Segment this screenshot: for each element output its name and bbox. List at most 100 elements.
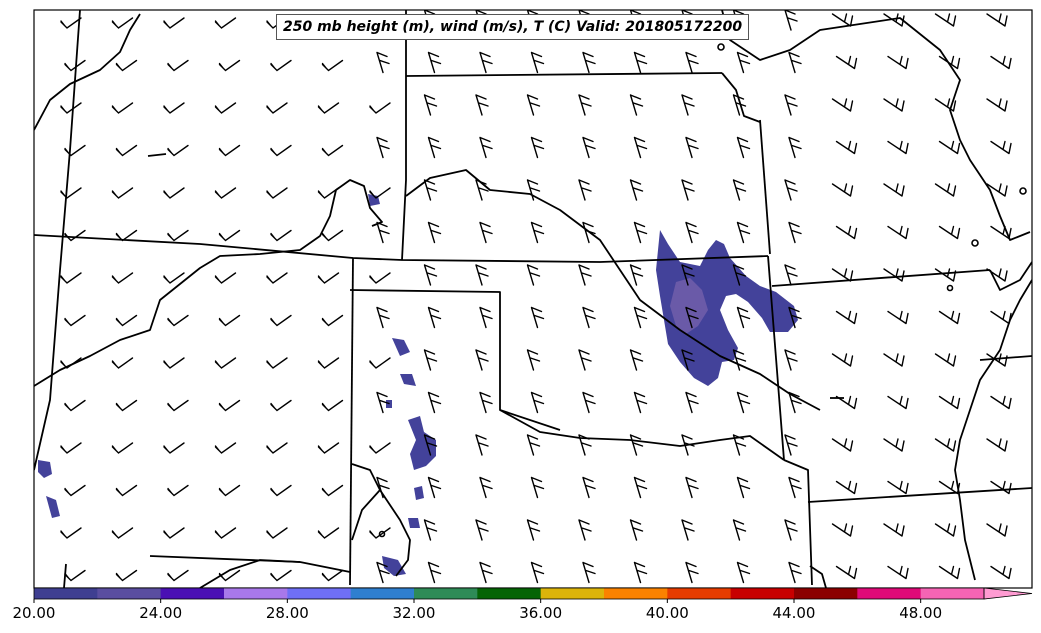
wind-barb xyxy=(736,391,751,414)
wind-barb xyxy=(887,310,909,325)
wind-barb xyxy=(167,59,189,72)
colorbar-segment xyxy=(224,588,288,599)
wind-barb xyxy=(60,102,82,114)
wind-barb xyxy=(629,179,644,201)
wind-barb xyxy=(60,17,82,29)
temp-contour-az-2 xyxy=(46,496,60,518)
wind-barb xyxy=(582,136,596,159)
wind-barb xyxy=(218,484,241,497)
wind-barb xyxy=(784,94,798,116)
wind-barb xyxy=(582,391,596,414)
temp-contour-nm-3 xyxy=(408,416,436,470)
wind-barb xyxy=(423,94,438,116)
wind-barb xyxy=(526,349,541,371)
wind-barb xyxy=(218,569,241,582)
wind-barb xyxy=(578,94,592,116)
wind-barb xyxy=(218,59,241,72)
wind-barb xyxy=(479,51,493,74)
wind-barb xyxy=(167,399,189,412)
wind-barb xyxy=(578,264,592,286)
lake-marker xyxy=(1019,187,1027,195)
wind-barb xyxy=(111,187,134,199)
wind-barb xyxy=(479,221,493,244)
colorbar-tick-label: 48.00 xyxy=(899,604,942,622)
colorbar-segment xyxy=(160,588,225,599)
wind-barb xyxy=(266,272,288,284)
wind-barb xyxy=(784,10,798,31)
wind-barb xyxy=(629,94,644,116)
wind-barb xyxy=(64,569,86,582)
wind-barb xyxy=(218,144,241,157)
wind-barb xyxy=(685,476,699,499)
wind-barb xyxy=(934,438,957,452)
wind-barb xyxy=(732,519,747,541)
wind-barb xyxy=(376,51,390,74)
wind-barb xyxy=(376,561,390,584)
wind-barb xyxy=(321,314,344,327)
wind-barb xyxy=(530,136,545,159)
temp-contour-warm-core xyxy=(670,278,708,334)
lake-marker xyxy=(378,530,386,538)
wind-barb xyxy=(578,519,592,541)
wind-barb xyxy=(317,357,340,369)
wind-barb xyxy=(60,442,82,454)
wind-barb xyxy=(214,102,237,114)
wind-barb xyxy=(475,264,489,286)
temp-contour-az-1 xyxy=(38,460,52,478)
wind-barb xyxy=(423,519,438,541)
wind-barb xyxy=(835,140,858,155)
wind-barb xyxy=(530,391,545,414)
wind-barb xyxy=(986,438,1008,452)
wind-barb xyxy=(685,221,699,244)
wind-barb xyxy=(167,229,189,242)
wind-barb xyxy=(681,434,695,456)
colorbar-segment xyxy=(857,588,922,599)
wind-barb xyxy=(578,179,592,201)
wind-barb xyxy=(938,310,961,325)
wind-barb xyxy=(784,519,798,541)
wind-barb xyxy=(423,264,438,286)
wind-barb xyxy=(64,484,86,497)
wind-barb xyxy=(732,434,747,456)
wind-barb xyxy=(938,565,961,580)
wind-barb xyxy=(369,357,391,369)
wind-barb xyxy=(831,13,854,27)
wind-barb xyxy=(266,187,288,199)
wind-barb xyxy=(732,264,747,286)
wind-barb xyxy=(681,94,695,116)
wind-barb xyxy=(526,264,541,286)
wind-barb xyxy=(369,102,391,114)
wind-barb xyxy=(321,229,344,242)
wind-barb xyxy=(64,399,86,412)
wind-barb xyxy=(732,179,747,201)
wind-barb xyxy=(266,527,288,539)
wind-barb xyxy=(784,434,798,456)
wind-barb xyxy=(990,225,1012,240)
wind-barb xyxy=(167,569,189,582)
wind-barb xyxy=(163,272,185,284)
wind-barb xyxy=(578,434,592,456)
wind-barb xyxy=(167,144,189,157)
wind-barb xyxy=(736,221,751,244)
wind-barb xyxy=(369,527,391,539)
wind-barb xyxy=(163,527,185,539)
wind-barb xyxy=(831,183,854,197)
wind-barb xyxy=(321,144,344,157)
wind-barb xyxy=(633,476,648,499)
wind-barb xyxy=(934,268,957,282)
wind-barb xyxy=(788,391,802,414)
wind-barb xyxy=(986,183,1008,197)
wind-barb xyxy=(214,357,237,369)
wind-barb xyxy=(938,140,961,155)
wind-barb xyxy=(887,395,909,410)
colorbar-segment xyxy=(540,588,605,599)
wind-barb xyxy=(427,561,442,584)
wind-barb xyxy=(115,59,138,72)
wind-barb xyxy=(317,187,340,199)
wind-barb xyxy=(990,395,1012,410)
wind-barb xyxy=(831,523,854,537)
wind-barb xyxy=(163,442,185,454)
wind-barb xyxy=(835,480,858,495)
wind-barb xyxy=(685,136,699,159)
wind-barb xyxy=(64,59,86,72)
